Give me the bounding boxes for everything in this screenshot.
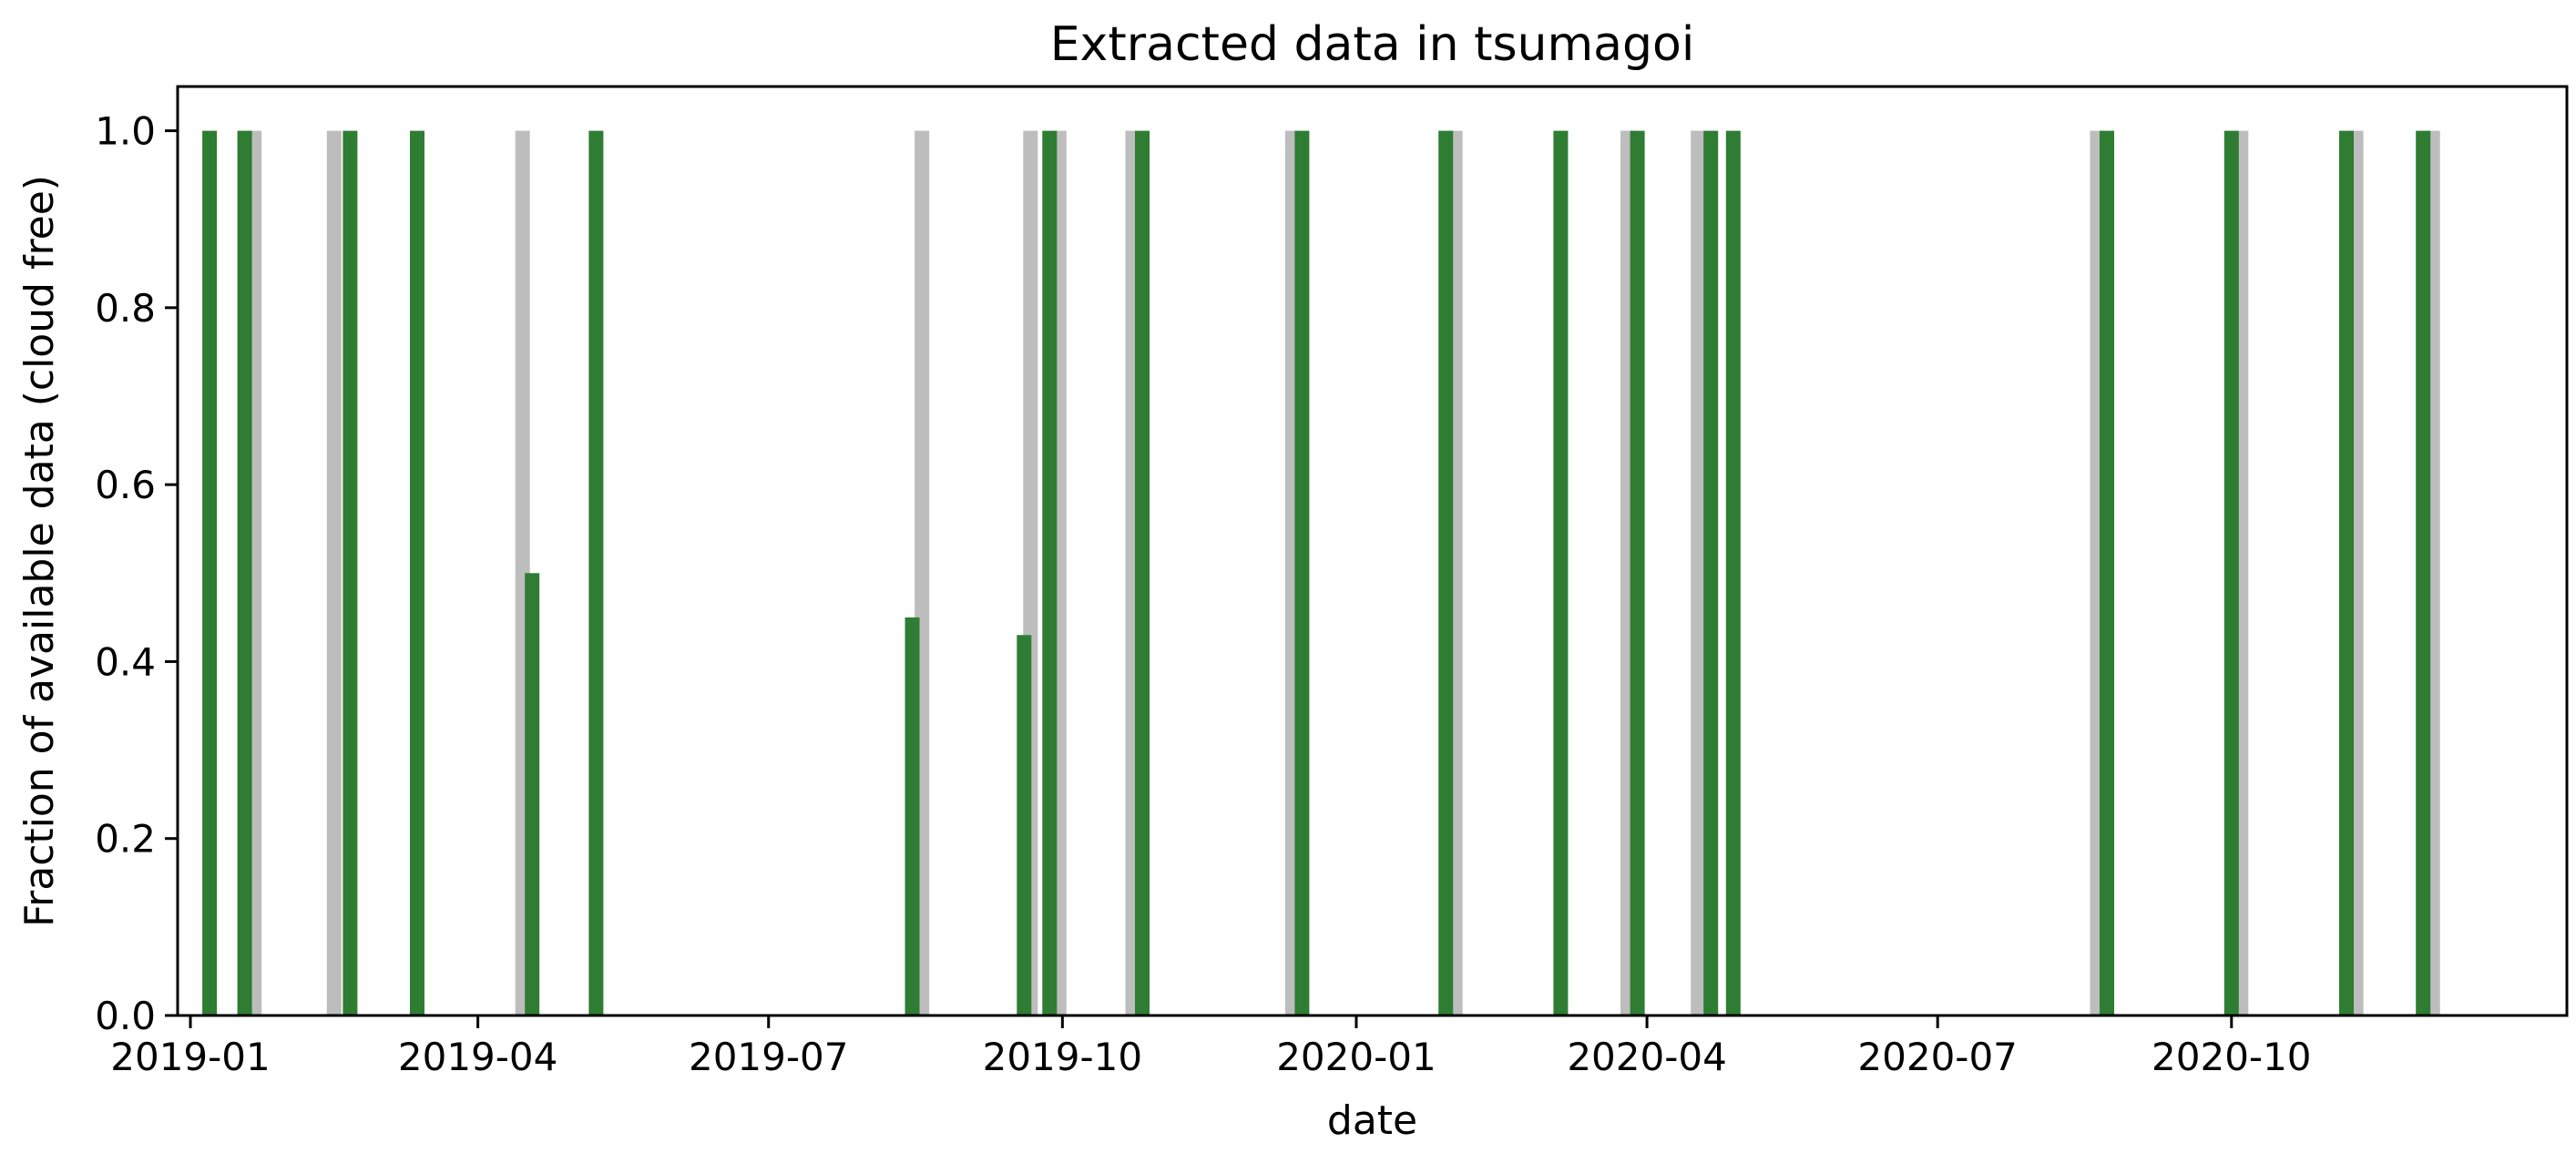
cloud-free-bars-group [202,130,2431,1016]
x-tick-label: 2020-10 [2152,1035,2312,1079]
available-bar [1691,130,1706,1016]
cloud-free-bar [2100,130,2114,1016]
cloud-free-bar [2339,130,2354,1016]
x-tick-label: 2019-10 [983,1035,1143,1079]
cloud-free-bar [1630,130,1645,1016]
cloud-free-bar [588,130,604,1016]
cloud-free-bar [1135,130,1150,1016]
cloud-free-bar [1553,130,1569,1016]
x-axis: 2019-01 2019-04 2019-07 2019-10 2020-01 2020-… [110,1015,2312,1079]
plot-frame [176,85,2569,1017]
x-tick-label: 2019-01 [110,1035,271,1079]
cloud-free-bar [1294,130,1310,1016]
x-tick-label: 2020-01 [1276,1035,1436,1079]
cloud-free-bar [202,130,218,1016]
y-tick-label: 0.8 [95,286,156,331]
chart-title: Extracted data in tsumagoi [1050,17,1695,72]
cloud-free-bar [237,130,252,1016]
y-tick-label: 1.0 [95,109,156,154]
cloud-free-bar [410,130,424,1016]
cloud-free-bar [525,573,540,1015]
cloud-free-bar [905,617,920,1015]
x-tick-label: 2020-07 [1857,1035,2018,1079]
y-tick-label: 0.4 [95,639,156,684]
cloud-free-bar [342,130,358,1016]
cloud-free-bar [2223,130,2239,1016]
cloud-free-bar [1438,130,1454,1016]
x-tick-label: 2020-04 [1567,1035,1727,1079]
x-tick-label: 2019-07 [689,1035,849,1079]
cloud-free-bar [2416,130,2431,1016]
cloud-free-bar [1703,130,1719,1016]
cloud-free-bar [1017,635,1032,1015]
y-tick-label: 0.2 [95,817,156,862]
available-bar [326,130,342,1016]
y-tick-label: 0.6 [95,463,156,507]
cloud-free-bar [1042,130,1058,1016]
y-tick-label: 0.0 [95,994,156,1038]
cloud-free-bar [1725,130,1741,1016]
x-tick-label: 2019-04 [398,1035,558,1079]
x-axis-title: date [1327,1097,1417,1144]
y-axis-title: Fraction of available data (cloud free) [16,175,63,927]
y-axis: 0.0 0.2 0.4 0.6 0.8 1.0 [95,109,178,1038]
